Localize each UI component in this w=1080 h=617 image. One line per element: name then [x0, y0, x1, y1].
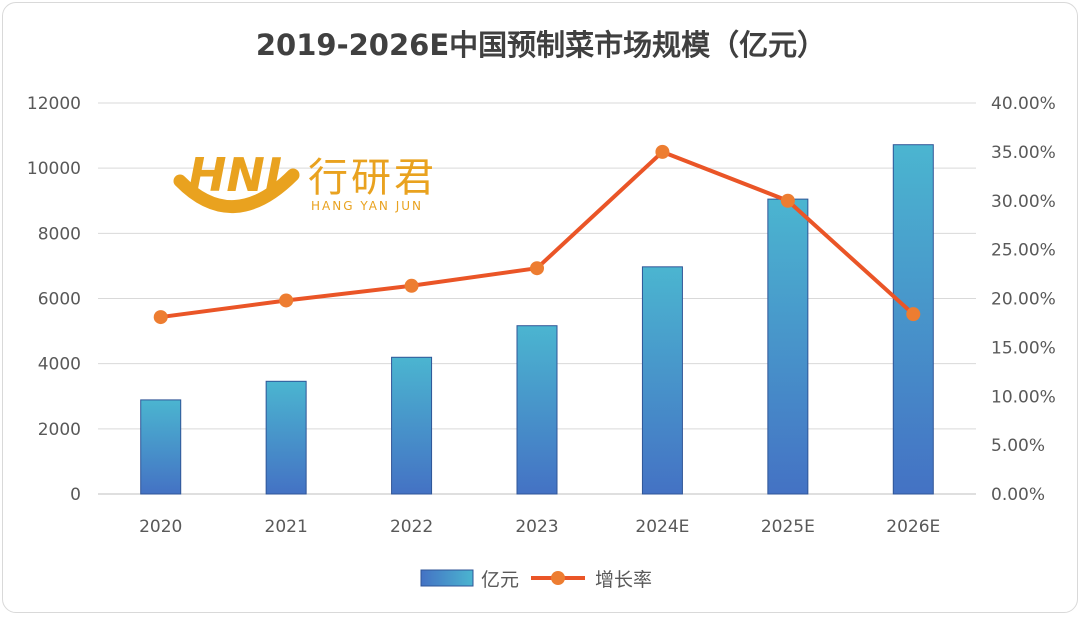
bar	[265, 380, 307, 495]
axes: 0 2000 4000 6000 8000 10000 12000 0.00% 5.00% 10.…	[27, 94, 1056, 537]
x-tick-label: 2024E	[635, 517, 689, 537]
bar	[391, 356, 433, 495]
bar	[641, 266, 683, 495]
line-point	[153, 310, 168, 325]
y-right-tick-label: 0.00%	[991, 485, 1045, 505]
brand-subtitle: HANG YAN JUN	[311, 199, 423, 213]
bar	[516, 325, 558, 495]
x-tick-label: 2025E	[761, 517, 815, 537]
legend-bar-label: 亿元	[481, 569, 519, 591]
line-point	[906, 307, 921, 322]
bar	[767, 198, 809, 495]
legend: 亿元 增长率	[420, 569, 652, 591]
y-right-tick-label: 10.00%	[991, 387, 1056, 407]
watermark-logo: HNJ 行研君 HANG YAN JUN	[173, 148, 437, 214]
y-left-tick-label: 10000	[27, 159, 81, 179]
y-right-tick-label: 20.00%	[991, 290, 1056, 310]
logo-letters: HNJ	[188, 148, 282, 202]
y-right-tick-label: 40.00%	[991, 94, 1056, 114]
y-left-tick-label: 4000	[38, 355, 81, 375]
y-right-tick-label: 15.00%	[991, 338, 1056, 358]
brand-name: 行研君	[308, 155, 437, 201]
line-point	[279, 293, 294, 308]
logo-smile-arc	[173, 168, 300, 214]
x-tick-label: 2023	[515, 517, 558, 537]
line-point	[404, 278, 419, 293]
bar	[140, 399, 182, 495]
x-tick-label: 2022	[390, 517, 433, 537]
x-tick-label: 2021	[265, 517, 308, 537]
line-point	[530, 261, 544, 276]
y-left-tick-label: 2000	[38, 420, 81, 440]
line-series	[153, 144, 921, 325]
y-left-tick-label: 6000	[38, 290, 81, 310]
legend-bar-swatch	[420, 569, 474, 587]
y-right-tick-label: 35.00%	[991, 143, 1056, 163]
y-right-tick-label: 30.00%	[991, 192, 1056, 212]
y-right-tick-label: 25.00%	[991, 241, 1056, 261]
line-point	[780, 193, 795, 208]
bar-series	[140, 144, 934, 495]
legend-line-marker	[551, 571, 565, 585]
x-tick-label: 2026E	[886, 517, 940, 537]
combo-chart: 2019-2026E中国预制菜市场规模（亿元） HNJ 行研君 HANG YAN…	[27, 28, 1056, 591]
y-left-tick-label: 8000	[38, 224, 81, 244]
chart-title: 2019-2026E中国预制菜市场规模（亿元）	[256, 28, 826, 62]
x-tick-label: 2020	[139, 517, 182, 537]
y-left-tick-label: 0	[70, 485, 81, 505]
y-right-tick-label: 5.00%	[991, 436, 1045, 456]
line-point	[655, 144, 670, 159]
legend-line-label: 增长率	[595, 569, 652, 591]
y-left-tick-label: 12000	[27, 94, 81, 114]
